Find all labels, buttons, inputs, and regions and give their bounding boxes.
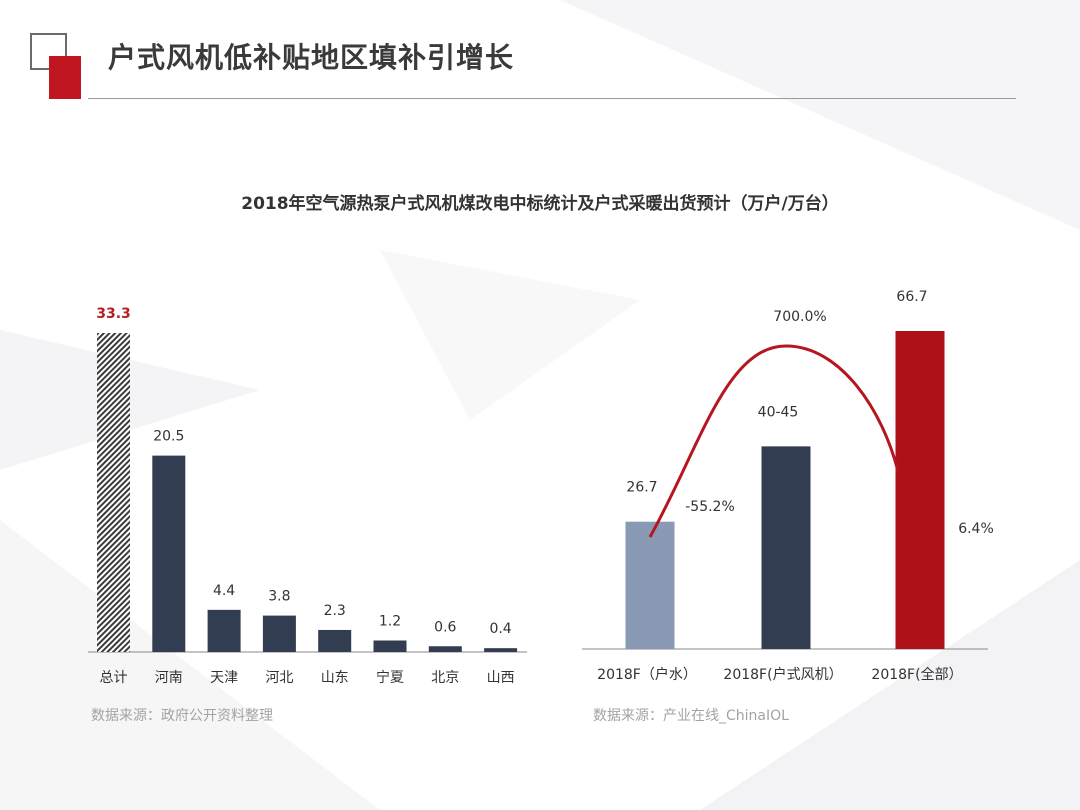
forecast-value-label: 66.7 (896, 289, 927, 305)
bar-4 (262, 615, 296, 652)
category-label: 北京 (431, 670, 459, 686)
category-label: 河南 (155, 670, 183, 686)
category-label: 总计 (100, 670, 128, 686)
forecast-bar-3 (895, 331, 945, 649)
forecast-bar-2 (761, 446, 811, 649)
category-label: 山东 (321, 670, 349, 686)
growth-rate-line (648, 344, 900, 538)
bar-value-label: 0.4 (489, 621, 511, 637)
forecast-category-label: 2018F(全部） (871, 666, 962, 683)
forecast-bar-1 (625, 521, 675, 649)
forecast-value-label: 26.7 (626, 480, 657, 496)
bar-2 (152, 455, 186, 652)
category-label: 宁夏 (376, 669, 404, 686)
right-source-note: 数据来源：产业在线_ChinaIOL (593, 708, 789, 724)
growth-rate-label: 700.0% (773, 309, 826, 325)
forecast-value-label: 40-45 (758, 404, 799, 420)
bar-value-label: 20.5 (153, 429, 184, 445)
bar-8 (484, 648, 518, 652)
bar-5 (318, 629, 352, 652)
bar-value-label: 3.8 (268, 589, 290, 605)
logo-outline-square (30, 33, 67, 70)
title-divider (88, 98, 1016, 99)
bar-value-label: 1.2 (379, 614, 401, 630)
page-title: 户式风机低补贴地区填补引增长 (108, 41, 515, 74)
left-source-note: 数据来源：政府公开资料整理 (91, 708, 273, 724)
growth-rate-label: 6.4% (958, 521, 994, 537)
category-label: 天津 (210, 670, 238, 686)
bar-value-label: 2.3 (324, 603, 346, 619)
bar-value-label: 33.3 (96, 306, 131, 322)
bar-6 (373, 640, 407, 652)
chart-title: 2018年空气源热泵户式风机煤改电中标统计及户式采暖出货预计（万户/万台） (241, 194, 839, 214)
bar-3 (207, 609, 241, 652)
bar-1 (97, 333, 130, 652)
logo-red-block (49, 56, 81, 99)
growth-rate-label: -55.2% (685, 499, 735, 515)
bar-7 (428, 646, 462, 652)
bar-value-label: 0.6 (434, 619, 456, 635)
category-label: 山西 (487, 670, 515, 686)
forecast-category-label: 2018F（户水） (597, 666, 697, 683)
bar-value-label: 4.4 (213, 583, 235, 599)
category-label: 河北 (265, 670, 293, 686)
forecast-category-label: 2018F(户式风机） (723, 666, 842, 683)
